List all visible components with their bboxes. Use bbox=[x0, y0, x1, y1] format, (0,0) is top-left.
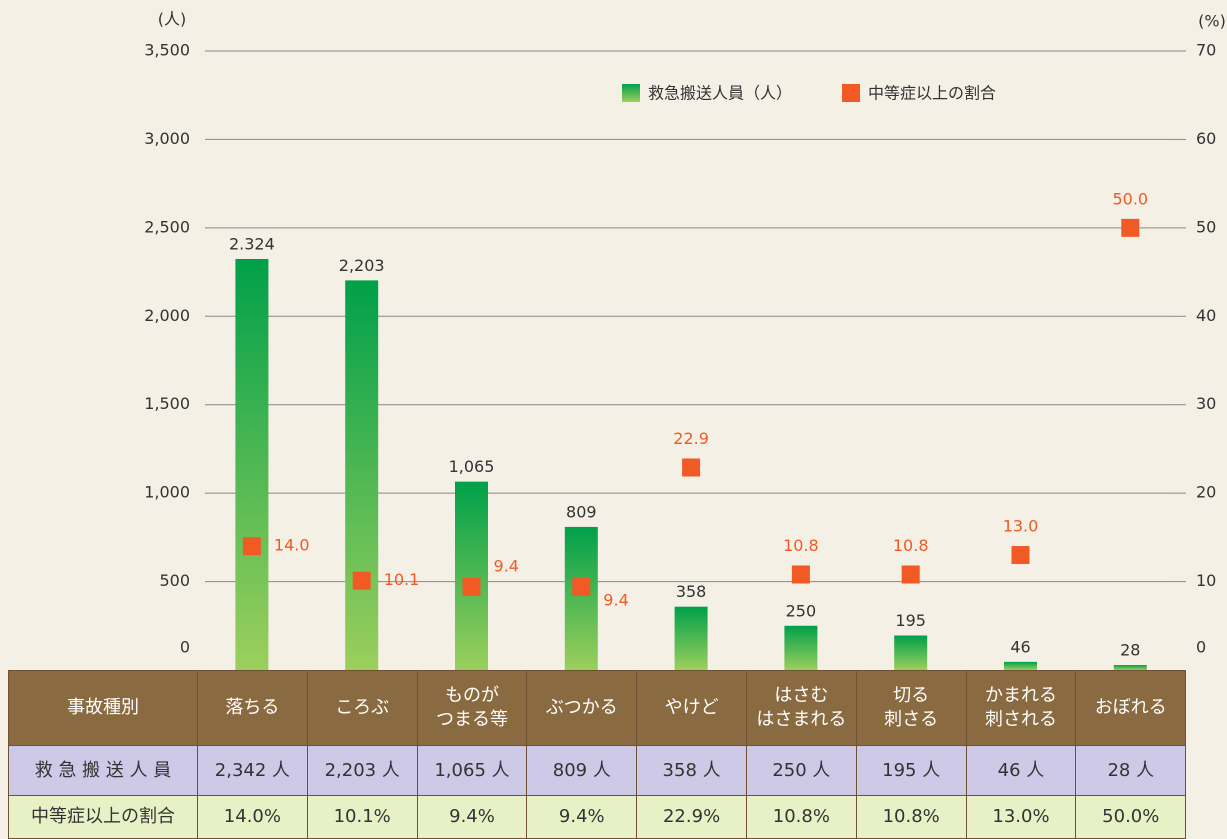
category-header: ころぶ bbox=[306, 670, 418, 746]
legend-swatch bbox=[842, 84, 860, 102]
table-cell: 2,203 人 bbox=[306, 745, 418, 796]
rate-value-label: 10.8 bbox=[893, 536, 929, 555]
rate-value-label: 13.0 bbox=[1003, 517, 1039, 536]
table-cell: 28 人 bbox=[1075, 745, 1187, 796]
rate-value-label: 9.4 bbox=[603, 590, 628, 609]
bar bbox=[235, 258, 269, 670]
y2-tick-label: 40 bbox=[1196, 306, 1216, 325]
category-header: かまれる 刺される bbox=[965, 670, 1077, 746]
rate-value-label: 50.0 bbox=[1112, 189, 1148, 208]
rate-value-label: 10.8 bbox=[783, 536, 819, 555]
table-cell: 195 人 bbox=[855, 745, 967, 796]
rate-marker bbox=[572, 577, 591, 596]
table-cell: 10.8% bbox=[855, 795, 967, 839]
rate-marker bbox=[1121, 218, 1140, 237]
rate-marker bbox=[352, 571, 371, 590]
y2-tick-label: 30 bbox=[1196, 394, 1216, 413]
table-cell: 250 人 bbox=[745, 745, 857, 796]
chart: (人) (%) 05001,0001,5002,0002,5003,0003,5… bbox=[144, 10, 1226, 670]
y-tick-label: 1,000 bbox=[144, 483, 190, 502]
bar bbox=[674, 606, 708, 670]
y-tick-label: 0 bbox=[180, 638, 190, 657]
bar bbox=[564, 526, 598, 670]
y2-tick-label: 70 bbox=[1196, 41, 1216, 60]
rate-marker bbox=[462, 577, 481, 596]
y-unit: (人) bbox=[158, 10, 187, 29]
table-cell: 358 人 bbox=[636, 745, 747, 796]
bar-value-label: 2,203 bbox=[339, 256, 385, 275]
y2-tick-label: 0 bbox=[1196, 638, 1206, 657]
y-tick-label: 2,500 bbox=[144, 217, 190, 236]
table-cell: 14.0% bbox=[197, 795, 308, 839]
category-header: ものが つまる等 bbox=[416, 670, 528, 746]
category-header: おぼれる bbox=[1075, 670, 1187, 746]
legend-label: 中等症以上の割合 bbox=[868, 84, 996, 103]
bar-value-label: 809 bbox=[566, 502, 597, 521]
rate-marker bbox=[242, 537, 261, 556]
rate-marker bbox=[682, 458, 701, 477]
category-header: 落ちる bbox=[197, 670, 308, 746]
category-header: はさむ はさまれる bbox=[745, 670, 857, 746]
table-row: 救 急 搬 送 人 員 2,342 人 2,203 人 1,065 人 809 人 358… bbox=[8, 745, 1187, 796]
table-cell: 9.4% bbox=[526, 795, 638, 839]
bar-value-label: 250 bbox=[786, 601, 817, 620]
bar-value-label: 1,065 bbox=[449, 457, 495, 476]
rate-value-label: 14.0 bbox=[274, 536, 310, 555]
y-tick-label: 2,000 bbox=[144, 306, 190, 325]
category-header: 切る 刺さる bbox=[855, 670, 967, 746]
data-table: 事故種別 落ちる ころぶ ものが つまる等 ぶつかる やけど はさむ はさまれる 切る 刺さる… bbox=[8, 670, 1187, 839]
bar-value-label: 195 bbox=[895, 611, 926, 630]
y-tick-label: 1,500 bbox=[144, 394, 190, 413]
y2-unit: (%) bbox=[1198, 12, 1226, 31]
rate-marker bbox=[901, 565, 920, 584]
bar bbox=[1113, 665, 1147, 670]
table-cell: 10.8% bbox=[745, 795, 857, 839]
rate-value-label: 22.9 bbox=[673, 429, 709, 448]
bar-value-label: 358 bbox=[676, 582, 707, 601]
bar-value-label: 28 bbox=[1120, 641, 1140, 660]
table-header: 事故種別 bbox=[8, 670, 198, 746]
category-header: やけど bbox=[636, 670, 747, 746]
bar bbox=[894, 635, 928, 670]
y-tick-label: 500 bbox=[159, 571, 190, 590]
rate-marker bbox=[791, 565, 810, 584]
table-row: 中等症以上の割合 14.0% 10.1% 9.4% 9.4% 22.9% 10.8% 10.8… bbox=[8, 795, 1187, 839]
bar-value-label: 46 bbox=[1010, 637, 1030, 656]
legend-label: 救急搬送人員（人） bbox=[648, 84, 792, 103]
table-cell: 50.0% bbox=[1075, 795, 1187, 839]
table-cell: 9.4% bbox=[416, 795, 528, 839]
y2-tick-label: 20 bbox=[1196, 483, 1216, 502]
table-cell: 1,065 人 bbox=[416, 745, 528, 796]
table-cell: 22.9% bbox=[636, 795, 747, 839]
rate-value-label: 10.1 bbox=[384, 570, 420, 589]
row-label: 救 急 搬 送 人 員 bbox=[8, 745, 198, 796]
table-cell: 46 人 bbox=[965, 745, 1077, 796]
rate-marker bbox=[1011, 546, 1030, 565]
table-cell: 809 人 bbox=[526, 745, 638, 796]
category-header: ぶつかる bbox=[526, 670, 638, 746]
y-tick-label: 3,000 bbox=[144, 129, 190, 148]
table-cell: 2,342 人 bbox=[197, 745, 308, 796]
y-tick-label: 3,500 bbox=[144, 41, 190, 60]
y2-tick-label: 60 bbox=[1196, 129, 1216, 148]
y2-tick-label: 50 bbox=[1196, 217, 1216, 236]
bar-value-label: 2.324 bbox=[229, 234, 275, 253]
row-label: 中等症以上の割合 bbox=[8, 795, 198, 839]
bar bbox=[345, 280, 379, 670]
y2-tick-label: 10 bbox=[1196, 571, 1216, 590]
bar bbox=[784, 625, 818, 670]
table-cell: 13.0% bbox=[965, 795, 1077, 839]
rate-value-label: 9.4 bbox=[494, 556, 519, 575]
legend-swatch bbox=[622, 84, 640, 102]
bar bbox=[455, 481, 488, 670]
table-cell: 10.1% bbox=[306, 795, 418, 839]
bar bbox=[1004, 661, 1037, 670]
